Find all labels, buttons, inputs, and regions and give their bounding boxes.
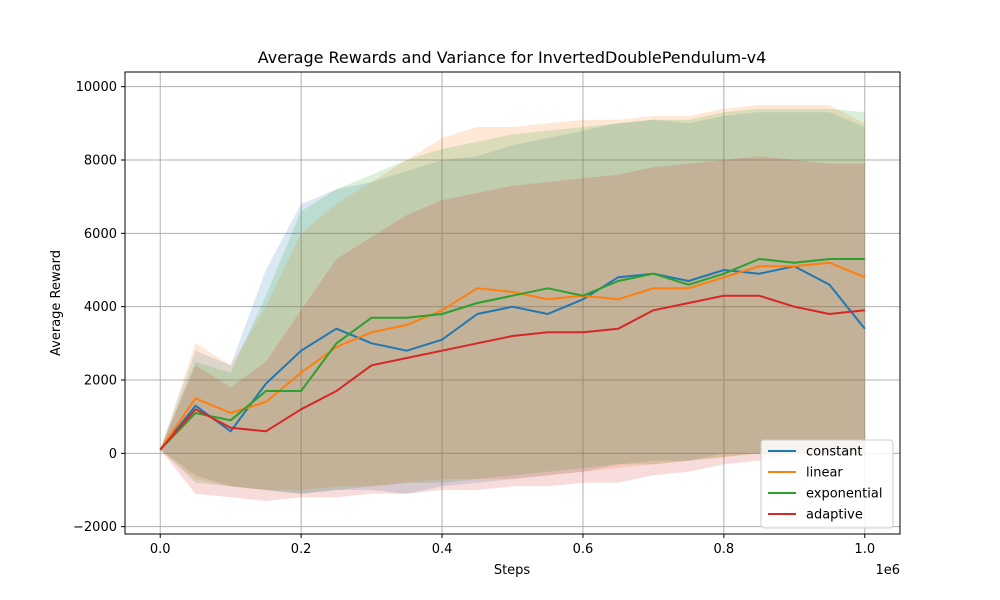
chart-title: Average Rewards and Variance for Inverte… — [258, 48, 767, 67]
legend-label-constant: constant — [806, 445, 863, 460]
line-adaptive — [159, 294, 865, 451]
band-linear — [160, 105, 865, 490]
band-adaptive — [160, 156, 865, 502]
y-tick-label: 6000 — [84, 227, 117, 242]
y-tick-label: 8000 — [84, 154, 117, 169]
band-constant — [160, 112, 865, 494]
line-linear — [159, 261, 866, 451]
x-tick-label: 0.0 — [150, 542, 171, 557]
y-tick-label: 4000 — [84, 300, 117, 315]
legend: constant linear exponential adaptive — [760, 439, 894, 529]
x-tick-label: 1.0 — [854, 542, 875, 557]
legend-label-exponential: exponential — [806, 487, 882, 502]
line-exponential — [159, 258, 865, 451]
legend-label-linear: linear — [806, 466, 843, 481]
y-axis-ticks: −2000 0 2000 4000 6000 8000 10000 — [73, 80, 125, 535]
x-axis-label: Steps — [494, 563, 531, 578]
y-tick-label: 0 — [109, 447, 117, 462]
series-lines — [159, 258, 866, 451]
line-constant — [159, 265, 866, 451]
plot-frame — [124, 71, 901, 535]
y-axis-label: Average Reward — [49, 250, 64, 356]
band-exponential — [160, 108, 865, 494]
legend-label-adaptive: adaptive — [806, 508, 863, 523]
y-tick-label: −2000 — [73, 520, 117, 535]
y-tick-label: 2000 — [84, 374, 117, 389]
y-tick-label: 10000 — [76, 80, 117, 95]
variance-bands — [160, 105, 865, 502]
x-tick-label: 0.2 — [291, 542, 312, 557]
x-axis-ticks: 0.0 0.2 0.4 0.6 0.8 1.0 — [150, 534, 875, 557]
x-tick-label: 0.6 — [573, 542, 594, 557]
x-tick-label: 0.4 — [432, 542, 453, 557]
x-axis-offset-text: 1e6 — [875, 563, 900, 578]
legend-box — [760, 439, 894, 529]
x-tick-label: 0.8 — [714, 542, 735, 557]
